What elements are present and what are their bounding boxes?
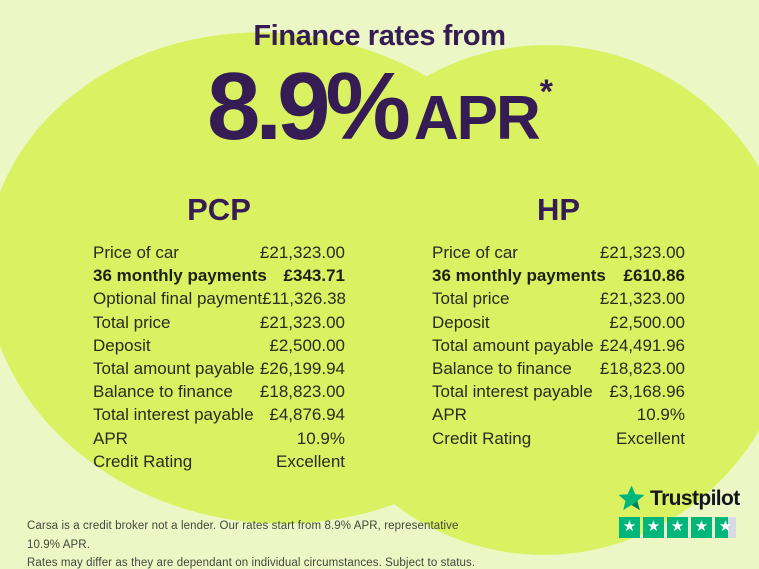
- row-label: Total amount payable: [432, 335, 594, 355]
- trustpilot-logo: Trustpilot: [617, 484, 740, 513]
- hp-table: HP Price of car £21,323.00 36 monthly paym…: [432, 192, 685, 452]
- row-value: £26,199.94: [259, 358, 345, 378]
- disclaimer-line: Carsa is a credit broker not a lender. O…: [27, 520, 459, 551]
- row-label: Total price: [93, 312, 171, 332]
- row-label: Deposit: [93, 335, 151, 355]
- rating-star-icon: ★: [619, 517, 640, 538]
- row-value: £2,500.00: [609, 312, 685, 332]
- trustpilot-star-icon: [618, 485, 645, 511]
- trustpilot-badge[interactable]: Trustpilot ★ ★ ★ ★ ★: [617, 484, 740, 538]
- table-row: Deposit £2,500.00: [93, 336, 345, 359]
- row-value: £24,491.96: [599, 335, 685, 355]
- row-label: Balance to finance: [432, 358, 572, 378]
- hp-title: HP: [536, 192, 581, 227]
- rate-value: 8.9%: [207, 53, 411, 160]
- pcp-table: PCP Price of car £21,323.00 36 monthly pay…: [93, 192, 346, 475]
- headline: Finance rates from 8.9% APR*: [0, 20, 759, 155]
- table-row: Credit Rating Excellent: [432, 429, 685, 452]
- row-label: Total price: [432, 289, 510, 309]
- rate-asterisk: *: [539, 73, 553, 111]
- trustpilot-brand-text: Trustpilot: [650, 486, 740, 510]
- table-row: Optional final payment £11,326.38: [93, 289, 346, 312]
- trustpilot-star-rating: ★ ★ ★ ★ ★: [619, 517, 740, 538]
- table-row: Balance to finance £18,823.00: [432, 359, 685, 382]
- row-label: Total interest payable: [432, 382, 593, 402]
- table-row: Price of car £21,323.00: [93, 243, 345, 266]
- row-label: Price of car: [432, 243, 518, 262]
- row-label: APR: [93, 428, 128, 448]
- rate-line: 8.9% APR*: [0, 59, 759, 155]
- row-label: Total interest payable: [93, 405, 254, 425]
- pcp-rows: Price of car £21,323.00 36 monthly payment…: [93, 243, 346, 475]
- row-value: £4,876.94: [269, 405, 345, 425]
- row-value: £21,323.00: [599, 289, 685, 309]
- rating-star-icon: ★: [715, 517, 736, 538]
- row-value: £18,823.00: [259, 382, 345, 402]
- table-row: 36 monthly payments £610.86: [432, 266, 685, 289]
- row-value: £610.86: [623, 266, 685, 286]
- table-row: Total price £21,323.00: [93, 313, 345, 336]
- table-row: APR 10.9%: [432, 405, 685, 428]
- table-row: Credit Rating Excellent: [93, 452, 345, 475]
- disclaimer-line: Rates may differ as they are dependant o…: [27, 557, 476, 569]
- rating-star-icon: ★: [691, 517, 712, 538]
- row-value: £21,323.00: [259, 243, 345, 262]
- row-label: Price of car: [93, 243, 179, 262]
- row-value: £3,168.96: [609, 382, 685, 402]
- row-label: Credit Rating: [93, 451, 193, 471]
- row-value: £11,326.38: [262, 289, 346, 309]
- star-glyph: ★: [694, 518, 709, 535]
- row-label: 36 monthly payments: [93, 266, 267, 286]
- row-value: Excellent: [276, 451, 345, 471]
- table-row: Balance to finance £18,823.00: [93, 382, 345, 405]
- star-glyph: ★: [718, 518, 733, 535]
- rating-star-icon: ★: [667, 517, 688, 538]
- table-row: Deposit £2,500.00: [432, 313, 685, 336]
- star-glyph: ★: [670, 518, 685, 535]
- pcp-title: PCP: [187, 192, 251, 227]
- row-value: £18,823.00: [599, 358, 685, 378]
- rating-star-icon: ★: [643, 517, 664, 538]
- row-value: 10.9%: [296, 428, 345, 448]
- row-value: Excellent: [616, 428, 685, 448]
- row-label: Optional final payment: [93, 289, 263, 309]
- row-label: Total amount payable: [93, 358, 255, 378]
- star-glyph: ★: [622, 518, 637, 535]
- table-row: Total interest payable £3,168.96: [432, 382, 685, 405]
- table-row: APR 10.9%: [93, 429, 345, 452]
- banner-title: Finance rates from: [253, 20, 506, 52]
- row-value: 10.9%: [636, 405, 685, 425]
- rate-unit: APR: [413, 84, 541, 153]
- table-row: 36 monthly payments £343.71: [93, 266, 345, 289]
- table-row: Total price £21,323.00: [432, 289, 685, 312]
- table-row: Total amount payable £24,491.96: [432, 336, 685, 359]
- table-row: Price of car £21,323.00: [432, 243, 685, 266]
- row-label: Balance to finance: [93, 382, 233, 402]
- table-row: Total interest payable £4,876.94: [93, 405, 345, 428]
- disclaimer-text: Carsa is a credit broker not a lender. O…: [27, 517, 487, 569]
- row-label: 36 monthly payments: [432, 266, 606, 286]
- row-label: Deposit: [432, 312, 490, 332]
- star-glyph: ★: [646, 518, 661, 535]
- row-label: Credit Rating: [432, 428, 532, 448]
- row-value: £21,323.00: [599, 243, 685, 262]
- row-value: £2,500.00: [269, 335, 345, 355]
- row-value: £21,323.00: [259, 312, 345, 332]
- hp-rows: Price of car £21,323.00 36 monthly payment…: [432, 243, 685, 452]
- row-label: APR: [432, 405, 467, 425]
- row-value: £343.71: [283, 266, 345, 286]
- table-row: Total amount payable £26,199.94: [93, 359, 345, 382]
